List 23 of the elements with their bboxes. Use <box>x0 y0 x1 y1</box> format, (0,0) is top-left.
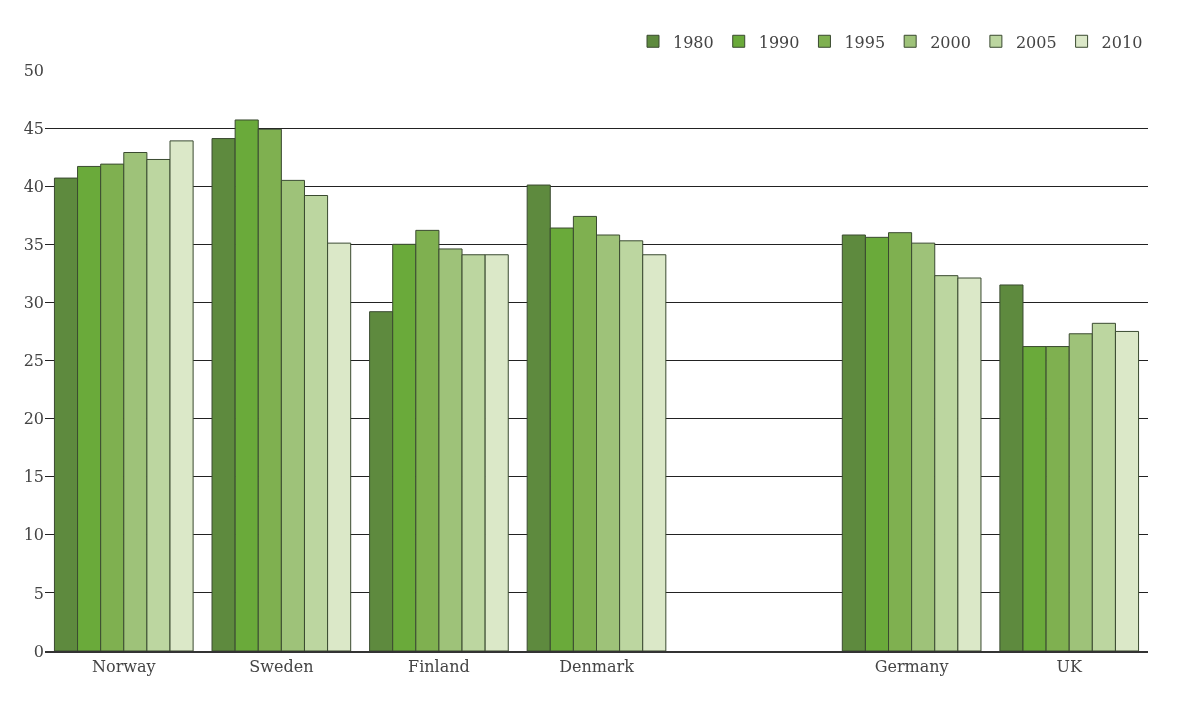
y-tick-label: 5 <box>33 583 44 603</box>
x-tick-label: Finland <box>408 657 470 677</box>
y-tick-label: 0 <box>33 641 44 661</box>
y-tick-label: 25 <box>23 351 44 371</box>
y-tick-label: 35 <box>23 234 44 254</box>
legend-label: 2005 <box>1015 32 1057 52</box>
y-tick-label: 30 <box>23 293 44 312</box>
y-tick-label: 40 <box>23 176 44 196</box>
y-tick-label: 50 <box>23 60 44 80</box>
x-tick-label: UK <box>1056 657 1083 677</box>
x-tick-label: Norway <box>92 657 156 677</box>
legend-label: 1995 <box>844 32 886 52</box>
y-tick-label: 10 <box>23 525 44 545</box>
legend-label: 1990 <box>758 32 800 52</box>
y-tick-label: 20 <box>23 409 44 429</box>
legend-label: 2000 <box>930 32 971 52</box>
x-tick-label: Denmark <box>559 657 635 677</box>
legend-label: 2010 <box>1101 32 1143 52</box>
x-tick-label: Germany <box>874 657 949 677</box>
y-tick-label: 15 <box>23 467 44 487</box>
x-tick-label: Sweden <box>249 657 314 677</box>
legend-label: 1980 <box>673 32 714 52</box>
y-tick-label: 45 <box>23 118 44 138</box>
